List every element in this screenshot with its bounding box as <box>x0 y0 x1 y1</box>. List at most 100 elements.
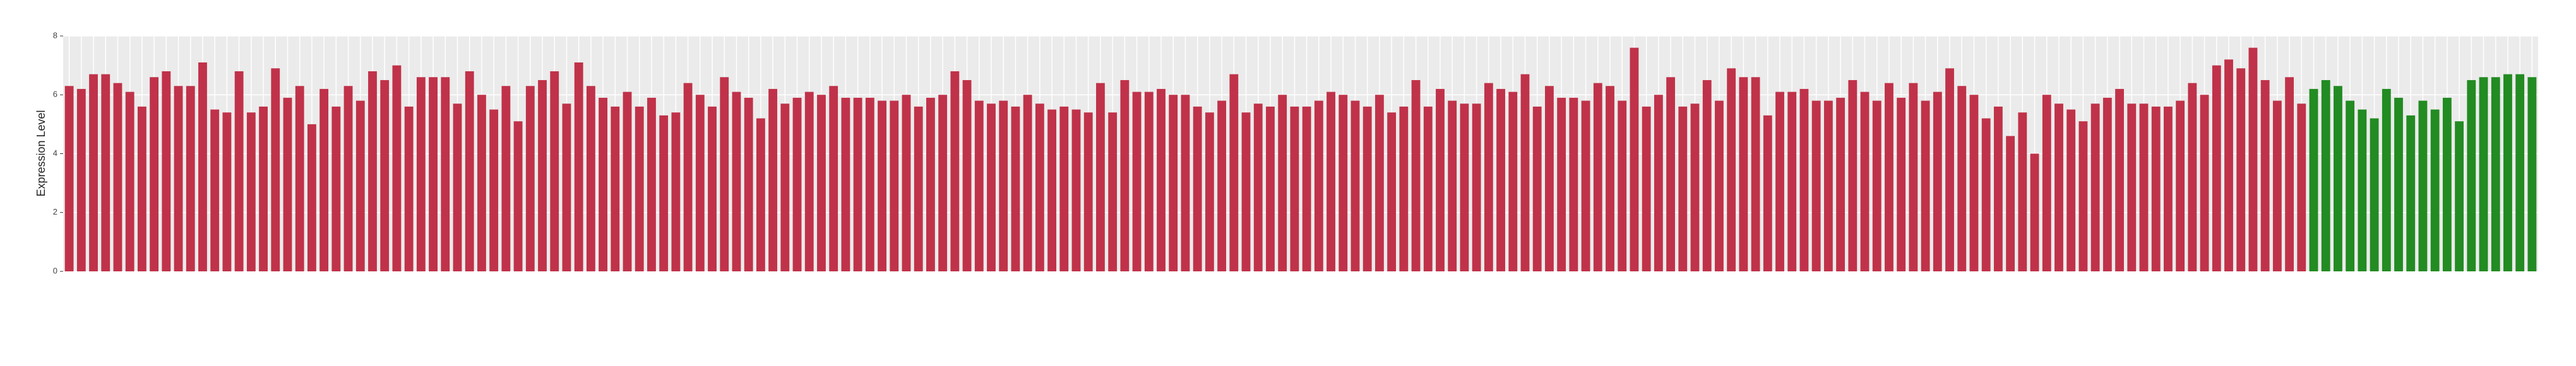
bar <box>283 97 292 271</box>
bar <box>1848 80 1857 271</box>
bar <box>611 106 620 271</box>
bar <box>1520 74 1530 272</box>
bar <box>1787 92 1797 271</box>
bar <box>2272 100 2282 271</box>
bar <box>1715 100 1724 271</box>
bar <box>974 100 984 271</box>
bar <box>2200 95 2209 271</box>
bar <box>926 97 935 271</box>
bar <box>1339 95 1348 271</box>
bar <box>234 71 244 271</box>
bar <box>683 83 693 271</box>
bar <box>416 77 426 272</box>
bar <box>1011 106 1020 271</box>
bar <box>865 97 874 271</box>
bar <box>1811 100 1821 271</box>
bar <box>1690 103 1700 272</box>
bar <box>1945 68 1954 271</box>
bar <box>1071 109 1081 271</box>
bar <box>1933 92 1942 271</box>
bar <box>1981 118 1991 271</box>
bar <box>1545 86 1554 271</box>
bar <box>2527 77 2537 272</box>
bar <box>987 103 996 272</box>
bar <box>1630 47 1639 272</box>
bar <box>1532 106 1542 271</box>
bar <box>1314 100 1323 271</box>
y-axis-title: Expression Level <box>35 110 47 196</box>
bar <box>2346 100 2355 271</box>
bar <box>1593 83 1602 271</box>
bar <box>1496 88 1505 272</box>
bar <box>1860 92 1869 271</box>
bar <box>1278 95 1287 271</box>
bar <box>1678 106 1688 271</box>
bar <box>198 62 207 272</box>
bar <box>2260 80 2270 271</box>
bar <box>1351 100 1360 271</box>
bar <box>1872 100 1881 271</box>
bar <box>1484 83 1493 271</box>
bar <box>720 77 729 272</box>
bar <box>1897 97 1906 271</box>
y-tick-label: 4 <box>53 148 57 158</box>
bar <box>586 86 595 271</box>
bar <box>404 106 414 271</box>
bar <box>1581 100 1590 271</box>
bar <box>1957 86 1967 271</box>
bar <box>343 86 353 271</box>
bar <box>113 83 122 271</box>
bar <box>1799 88 1809 272</box>
bar <box>1302 106 1311 271</box>
bar <box>732 92 741 271</box>
bar <box>1059 106 1069 271</box>
bar <box>271 68 280 271</box>
bar <box>210 109 220 271</box>
bar <box>1047 109 1056 271</box>
bar <box>1363 106 1372 271</box>
bar <box>174 86 183 271</box>
bar <box>307 124 316 271</box>
bar <box>1508 92 1518 271</box>
bar <box>2467 80 2476 271</box>
bar <box>829 86 838 271</box>
bar <box>1327 92 1335 271</box>
bar <box>2321 80 2330 271</box>
bar <box>2176 100 2185 271</box>
bar <box>2285 77 2294 272</box>
bar <box>1909 83 1918 271</box>
bar <box>2248 47 2258 272</box>
bar <box>501 86 511 271</box>
bar <box>695 95 705 271</box>
bar <box>319 88 329 272</box>
bar <box>1606 86 1614 271</box>
bar <box>1387 112 1397 271</box>
bar <box>1823 100 1833 271</box>
bar <box>89 74 98 272</box>
bar <box>804 92 814 271</box>
bar <box>1460 103 1469 272</box>
bar <box>2212 65 2221 271</box>
bar <box>878 100 886 271</box>
bar <box>1618 100 1627 271</box>
bar <box>489 109 499 271</box>
bar <box>2503 74 2512 272</box>
bar <box>1569 97 1578 271</box>
bar <box>2224 59 2233 272</box>
bar <box>150 77 159 272</box>
bar <box>2382 88 2391 272</box>
bar <box>1666 77 1675 272</box>
bar <box>2515 74 2525 272</box>
bar <box>890 100 899 271</box>
bar <box>1290 106 1299 271</box>
bar <box>1108 112 1118 271</box>
bar <box>392 65 402 271</box>
bar <box>429 77 438 272</box>
bar <box>2115 88 2124 272</box>
bar <box>1096 83 1105 271</box>
bar <box>647 97 656 271</box>
bar <box>465 71 474 271</box>
bar <box>562 103 571 272</box>
bar <box>2358 109 2367 271</box>
